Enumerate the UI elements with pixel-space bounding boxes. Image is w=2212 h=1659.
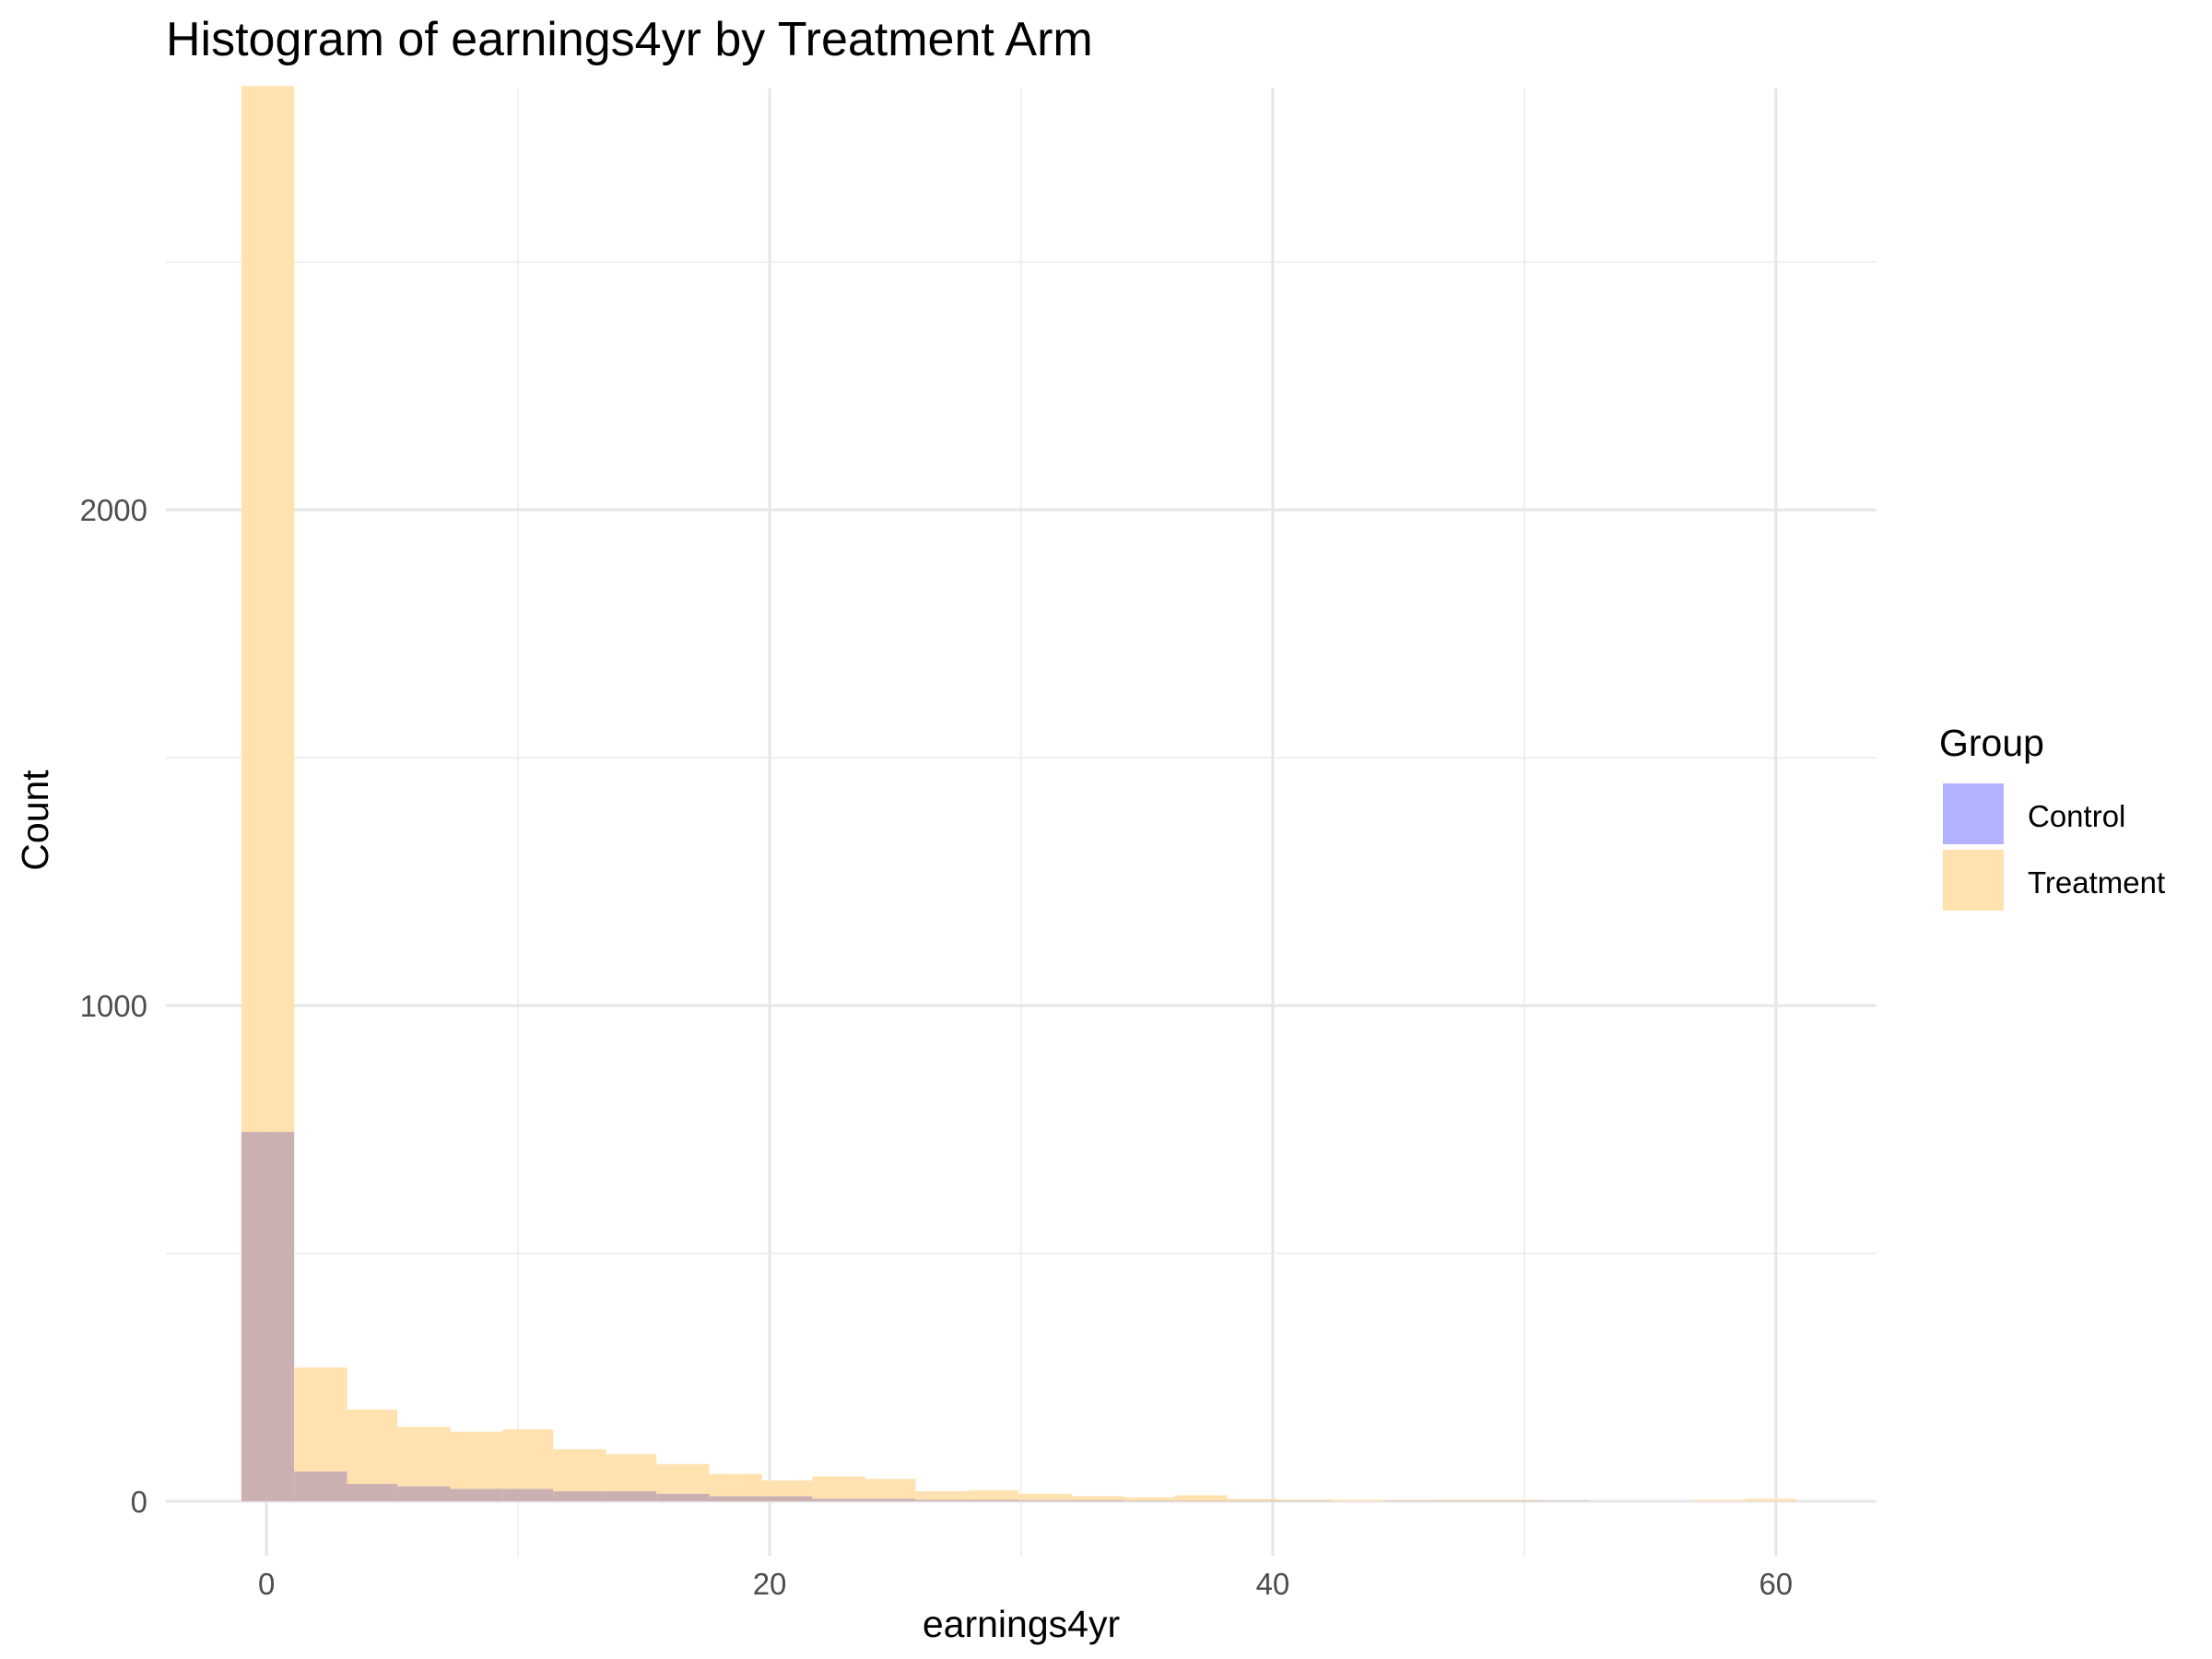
overlap-bar	[450, 1488, 503, 1501]
y-tick-label: 0	[131, 1485, 147, 1519]
x-tick-label: 60	[1759, 1567, 1793, 1601]
y-axis-title: Count	[14, 770, 56, 871]
bars-layer	[241, 86, 1796, 1501]
legend-label-treatment: Treatment	[2028, 865, 2165, 900]
legend-swatch-treatment	[1943, 850, 2004, 911]
legend: Group Control Treatment	[1939, 722, 2165, 911]
treatment-bar	[1383, 1500, 1434, 1501]
treatment-bar	[812, 1476, 865, 1500]
overlap-bar	[1277, 1500, 1331, 1501]
x-axis-title: earnings4yr	[923, 1603, 1120, 1645]
legend-title: Group	[1939, 722, 2044, 764]
overlap-bar	[1433, 1500, 1487, 1501]
treatment-bar	[709, 1474, 762, 1497]
overlap-bar	[1174, 1500, 1228, 1501]
overlap-bar	[709, 1496, 762, 1501]
overlap-bar	[915, 1500, 969, 1501]
legend-swatch-control	[1943, 783, 2004, 844]
overlap-bar	[1018, 1500, 1072, 1501]
treatment-bar	[656, 1464, 710, 1494]
overlap-bar	[1124, 1500, 1175, 1501]
overlap-bar	[865, 1499, 916, 1501]
overlap-bar	[968, 1500, 1019, 1501]
treatment-bar	[1746, 1499, 1796, 1501]
overlap-bar	[1071, 1500, 1124, 1501]
overlap-bar	[397, 1486, 451, 1501]
treatment-bar	[553, 1449, 606, 1492]
treatment-bar	[1174, 1495, 1228, 1501]
treatment-bar	[1018, 1493, 1072, 1500]
grid-layer	[166, 88, 1877, 1556]
x-tick-label: 0	[258, 1567, 275, 1601]
overlap-bar	[1539, 1500, 1590, 1501]
treatment-bar	[1227, 1499, 1278, 1501]
ticks-layer: 0 20 40 60 0 1000 2000	[80, 493, 1794, 1601]
x-tick-label: 20	[753, 1567, 787, 1601]
treatment-bar	[915, 1491, 969, 1500]
overlap-bar	[1383, 1500, 1434, 1501]
treatment-bar	[450, 1431, 503, 1489]
treatment-bar	[865, 1478, 916, 1500]
overlap-bar	[761, 1496, 813, 1501]
overlap-bar	[294, 1471, 347, 1501]
treatment-bar	[347, 1409, 398, 1485]
overlap-bar	[347, 1484, 398, 1501]
treatment-bar	[397, 1427, 451, 1487]
chart-title: Histogram of earnings4yr by Treatment Ar…	[166, 13, 1093, 66]
treatment-bar	[1692, 1500, 1747, 1501]
treatment-bar	[761, 1480, 813, 1497]
treatment-bar	[294, 1367, 347, 1472]
overlap-bar	[656, 1493, 710, 1501]
treatment-bar	[968, 1490, 1019, 1500]
treatment-bar	[1071, 1496, 1124, 1500]
legend-label-control: Control	[2028, 799, 2125, 833]
overlap-bar	[241, 1132, 295, 1501]
overlap-bar	[1227, 1500, 1278, 1501]
overlap-bar	[502, 1488, 554, 1501]
y-tick-label: 1000	[80, 989, 147, 1023]
treatment-bar	[241, 86, 295, 1133]
treatment-bar	[502, 1429, 554, 1489]
overlap-bar	[1486, 1500, 1540, 1501]
treatment-bar	[606, 1453, 657, 1492]
y-tick-label: 2000	[80, 493, 147, 527]
treatment-bar	[1124, 1497, 1175, 1501]
treatment-bar	[1330, 1500, 1384, 1501]
overlap-bar	[553, 1491, 606, 1501]
overlap-bar	[812, 1499, 865, 1501]
x-tick-label: 40	[1256, 1567, 1290, 1601]
overlap-bar	[606, 1491, 657, 1501]
